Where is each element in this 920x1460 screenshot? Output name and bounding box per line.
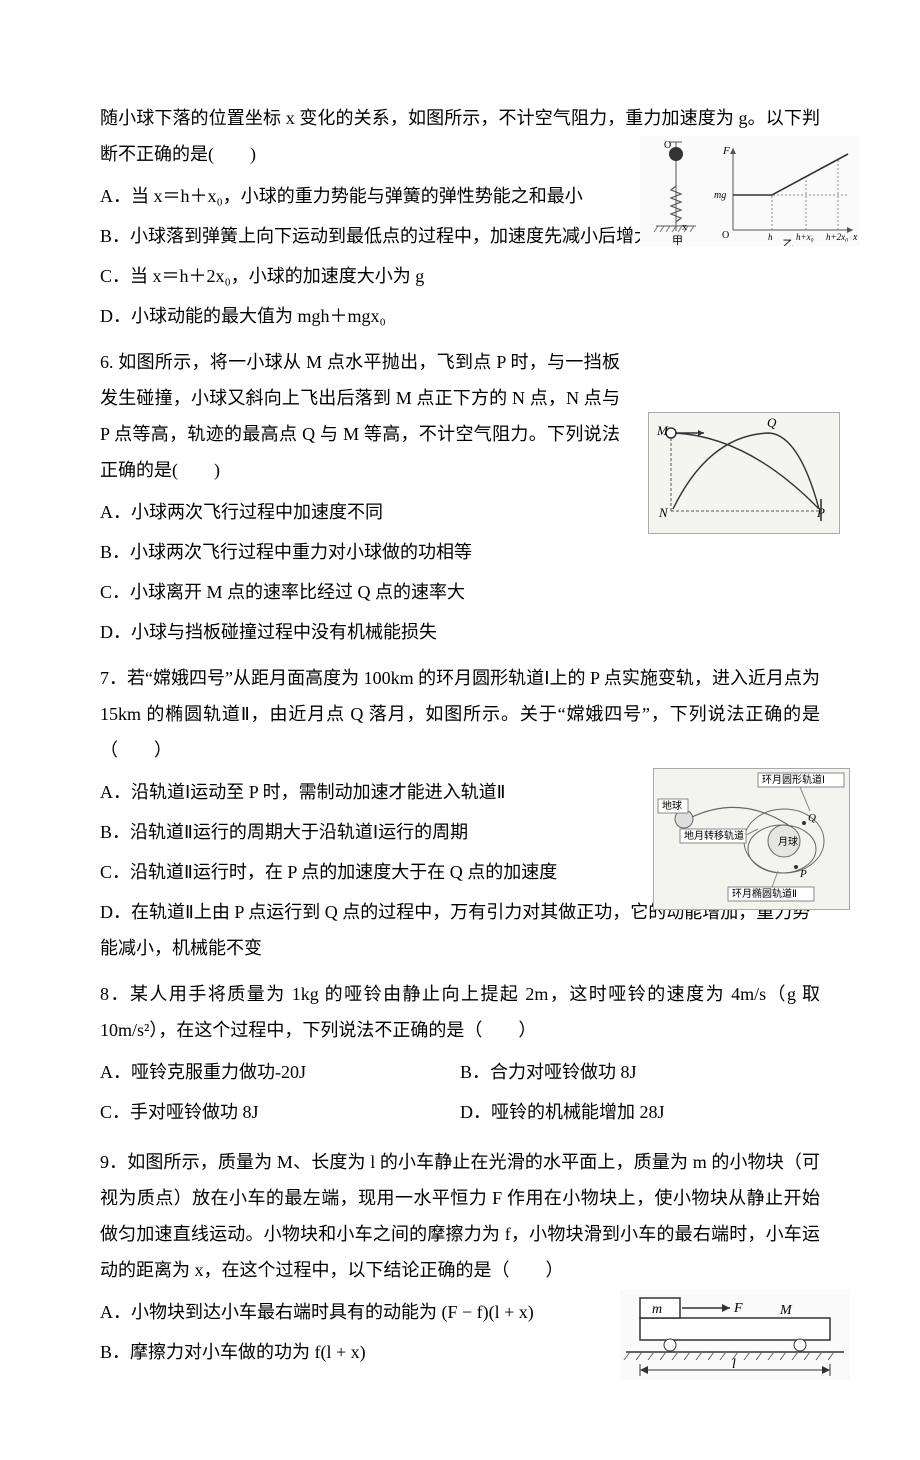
svg-text:m: m [652,1302,662,1317]
question-9: 9．如图所示，质量为 M、长度为 l 的小车静止在光滑的水平面上，质量为 m 的… [100,1144,820,1370]
svg-text:O: O [722,230,729,241]
q5-lbl-F: F [722,145,730,157]
svg-text:地月转移轨道: 地月转移轨道 [684,829,744,842]
svg-text:h+x₀: h+x₀ [796,232,814,242]
q7-figure: Q P 月球 环月圆形轨道Ⅰ 地球 地月转移轨道 环月椭圆轨道Ⅱ [653,768,850,910]
q6-figure: M N P Q [648,412,840,534]
svg-text:x: x [852,232,858,243]
svg-text:Q: Q [767,415,777,430]
svg-text:Q: Q [808,812,816,824]
q9-figure-svg: m F M [620,1290,850,1380]
svg-text:M: M [779,1303,793,1318]
svg-text:月球: 月球 [778,835,798,848]
q5-figure: O x 甲 F [640,136,860,246]
q5-opt-d: D．小球动能的最大值为 mgh＋mgx₀ [100,298,820,334]
q8-opt-a: A．哑铃克服重力做功-20J [100,1054,460,1090]
question-5: 随小球下落的位置坐标 x 变化的关系，如图所示，不计空气阻力，重力加速度为 g。… [100,100,820,334]
svg-text:N: N [658,505,669,520]
svg-text:M: M [656,423,669,438]
q5-cap1: 甲 [672,235,683,246]
question-6: 6. 如图所示，将一小球从 M 点水平抛出，飞到点 P 时，与一挡板发生碰撞，小… [100,344,820,650]
svg-text:h+2x₀: h+2x₀ [826,232,848,242]
q5-cap2: 乙 [783,238,794,246]
q5-opt-c: C．当 x＝h＋2x₀，小球的加速度大小为 g [100,258,820,294]
q7-stem: 7．若“嫦娥四号”从距月面高度为 100km 的环月圆形轨道Ⅰ上的 P 点实施变… [100,660,820,768]
svg-text:P: P [799,868,807,880]
q8-stem: 8．某人用手将质量为 1kg 的哑铃由静止向上提起 2m，这时哑铃的速度为 4m… [100,976,820,1048]
question-8: 8．某人用手将质量为 1kg 的哑铃由静止向上提起 2m，这时哑铃的速度为 4m… [100,976,820,1134]
q5-lbl-o: O [664,140,671,151]
svg-text:环月圆形轨道Ⅰ: 环月圆形轨道Ⅰ [762,773,825,786]
q9-figure: m F M [620,1290,850,1380]
q6-opt-b: B．小球两次飞行过程中重力对小球做的功相等 [100,534,820,570]
q5-figure-svg: O x 甲 F [640,136,860,246]
svg-text:l: l [732,1357,736,1372]
q7-figure-svg: Q P 月球 环月圆形轨道Ⅰ 地球 地月转移轨道 环月椭圆轨道Ⅱ [654,769,849,909]
q6-figure-svg: M N P Q [649,413,839,533]
q6-opt-c: C．小球离开 M 点的速率比经过 Q 点的速率大 [100,574,820,610]
svg-text:h: h [768,232,773,242]
q5-lbl-mg: mg [714,190,726,201]
q5-lbl-x: x [682,222,687,233]
question-7: 7．若“嫦娥四号”从距月面高度为 100km 的环月圆形轨道Ⅰ上的 P 点实施变… [100,660,820,966]
q8-opt-c: C．手对哑铃做功 8J [100,1094,460,1130]
svg-text:地球: 地球 [662,799,682,812]
svg-text:环月椭圆轨道Ⅱ: 环月椭圆轨道Ⅱ [732,887,797,900]
svg-text:F: F [733,1301,743,1316]
q6-opt-d: D．小球与挡板碰撞过程中没有机械能损失 [100,614,820,650]
q8-opt-d: D．哑铃的机械能增加 28J [460,1094,820,1130]
q9-stem: 9．如图所示，质量为 M、长度为 l 的小车静止在光滑的水平面上，质量为 m 的… [100,1144,820,1288]
q8-opt-b: B．合力对哑铃做功 8J [460,1054,820,1090]
